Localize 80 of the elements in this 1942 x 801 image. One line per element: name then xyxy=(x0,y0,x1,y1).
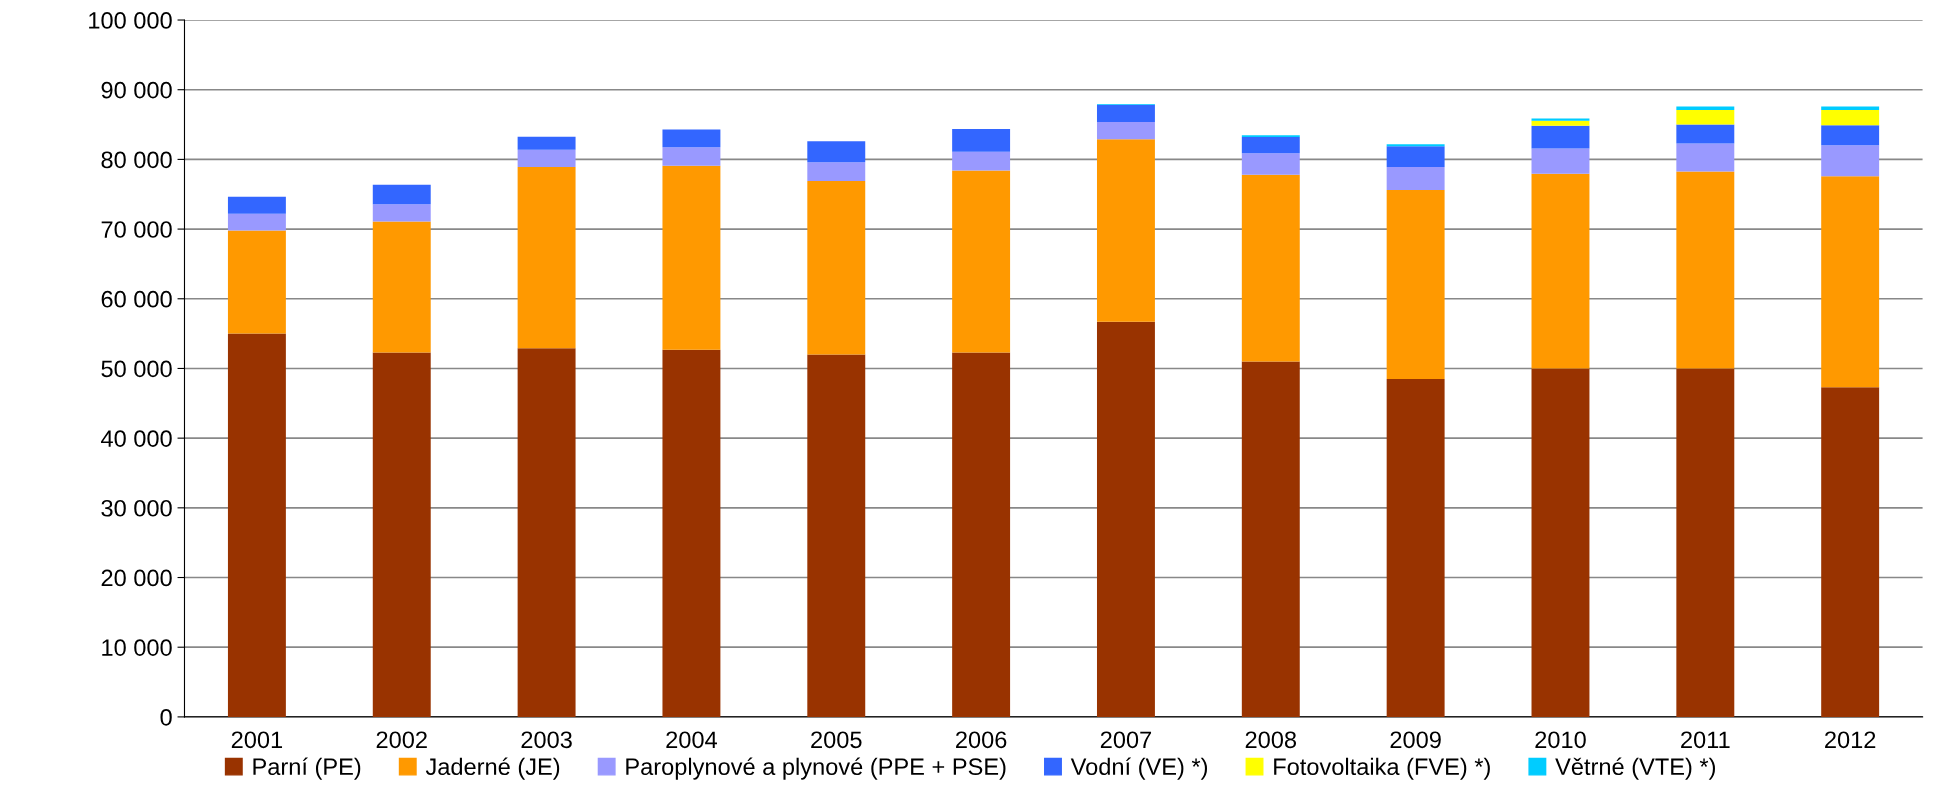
bar xyxy=(517,136,576,150)
x-tick-label: 2004 xyxy=(666,731,718,749)
y-tick-label: 80 000 xyxy=(101,151,172,169)
y-tick-label: 70 000 xyxy=(101,221,172,238)
legend-label: Fotovoltaika (FVE) *) xyxy=(1274,757,1490,780)
bar xyxy=(372,184,431,205)
bar xyxy=(372,204,431,222)
x-tick-label: 2001 xyxy=(231,731,283,749)
legend-label: Větrné (VTE) *) xyxy=(1555,757,1715,780)
bar xyxy=(1241,153,1300,175)
bar xyxy=(1531,173,1590,369)
bar xyxy=(1096,139,1155,322)
bar xyxy=(1821,145,1880,177)
legend-label: Parní (PE) xyxy=(253,757,361,780)
bar xyxy=(1096,104,1155,123)
bar xyxy=(227,230,286,334)
bar xyxy=(1821,387,1880,717)
legend-label: Paroplynové a plynové (PPE + PSE) xyxy=(626,757,1006,780)
y-tick-label: 10 000 xyxy=(102,639,172,656)
y-tick-label: 40 000 xyxy=(101,430,172,447)
bar xyxy=(1531,368,1590,717)
bar xyxy=(952,129,1011,152)
bar xyxy=(517,149,576,168)
bar xyxy=(662,129,721,148)
bar xyxy=(807,181,866,355)
bar xyxy=(1676,368,1735,717)
bar xyxy=(372,352,431,717)
bar xyxy=(227,213,286,231)
bar xyxy=(1821,125,1880,146)
bar xyxy=(662,349,721,717)
bar xyxy=(372,221,431,353)
bar xyxy=(662,165,721,350)
bar xyxy=(807,162,866,181)
x-tick-label: 2009 xyxy=(1390,731,1441,749)
legend-label: Vodní (VE) *) xyxy=(1070,757,1208,780)
x-tick-label: 2010 xyxy=(1535,731,1586,749)
bar xyxy=(1241,361,1300,717)
bar xyxy=(1096,321,1155,717)
bar xyxy=(1386,167,1445,191)
bar xyxy=(1386,146,1445,168)
bar xyxy=(1821,109,1880,126)
y-tick-label: 100 000 xyxy=(89,12,172,29)
x-tick-label: 2007 xyxy=(1100,731,1152,749)
legend-label: Jaderné (JE) xyxy=(425,757,560,780)
bar xyxy=(1676,109,1735,125)
bar xyxy=(952,352,1011,717)
bar xyxy=(1531,120,1590,126)
bar xyxy=(807,141,866,163)
x-tick-label: 2005 xyxy=(811,731,862,749)
x-tick-label: 2011 xyxy=(1681,731,1730,749)
bar xyxy=(517,167,576,349)
x-tick-label: 2008 xyxy=(1245,731,1297,749)
y-tick-label: 0 xyxy=(160,708,172,726)
x-tick-label: 2012 xyxy=(1825,731,1876,749)
bar xyxy=(952,170,1011,353)
bar xyxy=(517,348,576,717)
x-tick-label: 2006 xyxy=(956,731,1007,749)
y-tick-label: 50 000 xyxy=(101,360,172,378)
y-tick-label: 90 000 xyxy=(101,81,172,99)
x-tick-label: 2003 xyxy=(521,731,572,749)
bar xyxy=(227,333,286,717)
bar xyxy=(1821,176,1880,388)
y-tick-label: 30 000 xyxy=(101,499,172,517)
bar xyxy=(1531,125,1590,149)
bar xyxy=(227,196,286,214)
bar xyxy=(1386,190,1445,379)
bar xyxy=(807,354,866,717)
y-tick-label: 60 000 xyxy=(101,290,172,308)
bar xyxy=(1096,122,1155,140)
bar xyxy=(952,151,1011,171)
bar xyxy=(1676,143,1735,172)
bar xyxy=(1241,137,1300,154)
bar xyxy=(1531,148,1590,174)
y-tick-label: 20 000 xyxy=(101,569,172,587)
x-tick-label: 2002 xyxy=(376,731,427,749)
bar xyxy=(1676,124,1735,144)
bar xyxy=(1676,171,1735,369)
bar xyxy=(662,147,721,166)
bar xyxy=(1386,378,1445,717)
bar xyxy=(1241,174,1300,362)
